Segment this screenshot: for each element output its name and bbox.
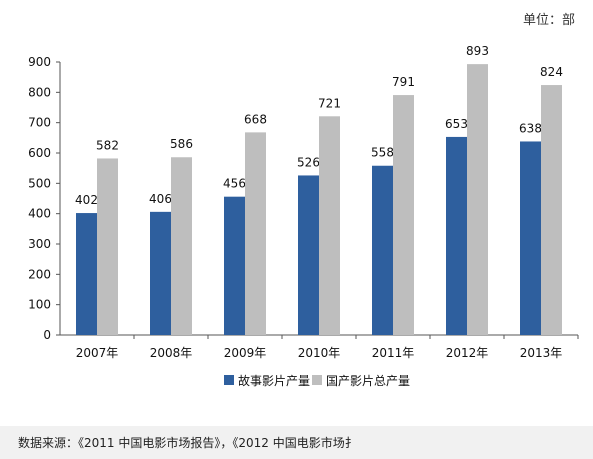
legend-label: 故事影片产量 <box>238 373 310 388</box>
y-tick-label: 600 <box>28 146 51 160</box>
bar-total-films <box>171 157 192 335</box>
data-label: 791 <box>392 75 415 89</box>
bar-total-films <box>393 95 414 336</box>
y-tick-label: 100 <box>28 298 51 312</box>
bar-total-films <box>541 85 562 335</box>
bar-total-films <box>467 64 488 335</box>
data-label: 638 <box>519 121 542 135</box>
y-tick-label: 800 <box>28 85 51 99</box>
data-label: 653 <box>445 117 468 131</box>
data-label: 558 <box>371 146 394 160</box>
bar-feature-films <box>76 213 97 335</box>
data-label: 402 <box>75 193 98 207</box>
bar-feature-films <box>372 165 393 335</box>
y-tick-label: 300 <box>28 237 51 251</box>
data-label: 824 <box>540 65 563 79</box>
unit-label: 单位：部 <box>522 13 575 28</box>
x-tick-label: 2009年 <box>224 346 267 360</box>
data-label: 721 <box>318 96 341 110</box>
source-note: 数据来源：《2011 中国电影市场报告》，《2012 中国电影市场扌 <box>18 436 357 450</box>
bar-feature-films <box>298 175 319 335</box>
x-tick-label: 2010年 <box>298 346 341 360</box>
legend-label: 国产影片总产量 <box>326 374 410 388</box>
data-label: 586 <box>170 137 193 151</box>
bar-feature-films <box>224 196 245 335</box>
bar-total-films <box>319 116 340 336</box>
x-tick-label: 2007年 <box>76 346 119 360</box>
y-tick-label: 700 <box>28 116 51 130</box>
x-tick-label: 2013年 <box>520 346 563 360</box>
bar-total-films <box>245 132 266 335</box>
data-label: 406 <box>149 192 172 206</box>
y-tick-label: 900 <box>28 55 51 69</box>
data-label: 456 <box>223 177 246 191</box>
y-tick-label: 500 <box>28 176 51 190</box>
y-tick-label: 0 <box>43 328 51 342</box>
data-label: 582 <box>96 138 119 152</box>
x-tick-label: 2008年 <box>150 346 193 360</box>
bar-feature-films <box>446 136 467 335</box>
x-tick-label: 2011年 <box>372 346 415 360</box>
source-strip <box>0 426 593 459</box>
bar-feature-films <box>520 141 541 335</box>
y-tick-label: 400 <box>28 207 51 221</box>
x-tick-label: 2012年 <box>446 346 489 360</box>
legend-swatch <box>224 375 234 385</box>
data-label: 893 <box>466 44 489 58</box>
bar-feature-films <box>150 211 171 335</box>
data-label: 526 <box>297 155 320 169</box>
data-label: 668 <box>244 112 267 126</box>
y-tick-label: 200 <box>28 267 51 281</box>
bar-total-films <box>97 158 118 335</box>
legend-swatch <box>312 375 322 385</box>
